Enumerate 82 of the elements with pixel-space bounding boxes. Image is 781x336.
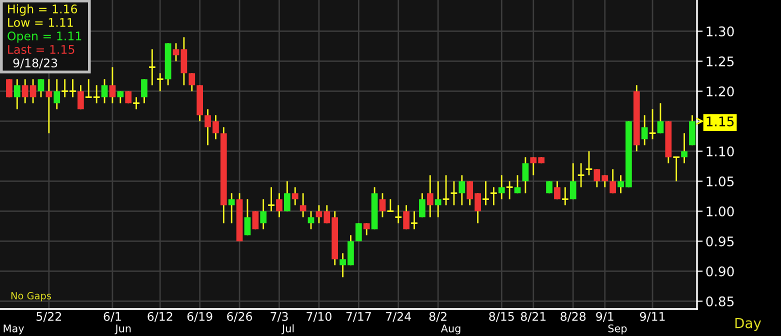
y-tick-label: 0.95 — [706, 236, 734, 246]
candlestick — [172, 42, 180, 62]
candlestick — [394, 204, 402, 224]
annotation: No Gaps — [11, 292, 52, 302]
x-tick-label: 8/15 — [489, 312, 514, 322]
y-tick-label: 1.30 — [706, 26, 734, 36]
y-tick-label: 0.90 — [706, 266, 734, 276]
candlestick — [38, 78, 44, 98]
candlestick — [522, 156, 529, 194]
candlestick — [514, 174, 521, 194]
candlestick — [577, 162, 586, 188]
y-tick-label: 1.20 — [706, 86, 734, 96]
x-tick-label: 7/24 — [386, 312, 411, 322]
text: Jul — [281, 324, 294, 334]
candlestick — [506, 180, 514, 200]
candlestick — [490, 186, 498, 206]
annotation: Low = 1.11 — [8, 18, 73, 27]
candlestick — [180, 36, 188, 86]
candlestick — [284, 180, 290, 212]
candlestick — [267, 186, 276, 212]
candlestick — [450, 180, 458, 206]
candlestick — [561, 186, 570, 206]
candlestick — [156, 72, 164, 92]
candlestick — [300, 192, 306, 218]
candlestick — [648, 108, 657, 140]
y-tick-label: 1.25 — [706, 56, 734, 66]
text: Day — [735, 318, 762, 331]
text: Jun — [114, 324, 131, 334]
x-tick-label: 6/12 — [148, 312, 172, 322]
candlestick — [292, 186, 298, 206]
x-tick-label: 7/10 — [306, 312, 332, 322]
candlestick — [148, 48, 156, 86]
x-tick-label: 9/1 — [596, 312, 614, 322]
candlestick — [188, 72, 196, 92]
annotation: 9/18/23 — [13, 58, 58, 68]
x-tick-label: 6/1 — [104, 312, 121, 322]
candlestick — [584, 150, 593, 176]
candlestick — [141, 78, 148, 104]
x-tick-label: 6/26 — [227, 312, 252, 322]
x-tick-label: 8/2 — [429, 312, 446, 322]
text: Sep — [608, 324, 627, 334]
candlestick — [252, 210, 259, 230]
annotation: Last = 1.15 — [8, 45, 74, 54]
y-tick-label: 1.00 — [706, 206, 734, 216]
x-tick-label: 8/21 — [520, 312, 546, 322]
candlestick — [689, 114, 696, 146]
x-tick-label: 6/19 — [187, 312, 212, 322]
candlestick — [308, 210, 314, 230]
candlestick — [442, 174, 450, 206]
y-tick-label: 1.05 — [706, 176, 734, 186]
candlestick — [672, 156, 680, 182]
candlestick — [379, 192, 386, 218]
x-tick-label: 7/17 — [346, 312, 371, 322]
candlestick — [419, 192, 426, 218]
x-tick-label: 8/28 — [560, 312, 586, 322]
candlestick — [482, 180, 490, 206]
x-tick-label: 9/11 — [640, 312, 665, 322]
y-tick-label: 1.10 — [706, 146, 734, 156]
text: Aug — [440, 324, 460, 334]
y-tick-label: 1.15 — [706, 116, 734, 126]
candlestick — [426, 174, 434, 218]
candlestick — [109, 66, 116, 104]
candlestick — [6, 78, 12, 98]
candlestick — [610, 168, 616, 194]
candlestick — [657, 102, 664, 134]
text: May — [4, 324, 24, 334]
x-tick-label: 7/3 — [270, 312, 288, 322]
candlestick — [386, 198, 394, 212]
candlestick — [410, 210, 418, 230]
candlestick — [355, 222, 362, 242]
candlestick — [14, 78, 20, 110]
x-tick-label: 5/22 — [36, 312, 61, 322]
y-tick-label: 0.85 — [706, 296, 734, 306]
candlestick — [260, 198, 267, 230]
candlestick — [117, 90, 124, 104]
candlestick — [46, 78, 52, 134]
candlestick — [363, 222, 370, 236]
annotation: High = 1.16 — [8, 4, 78, 16]
annotation: Open = 1.11 — [8, 31, 82, 43]
candlestick — [244, 198, 251, 236]
candlestick — [228, 192, 235, 224]
candlestick — [132, 96, 140, 110]
